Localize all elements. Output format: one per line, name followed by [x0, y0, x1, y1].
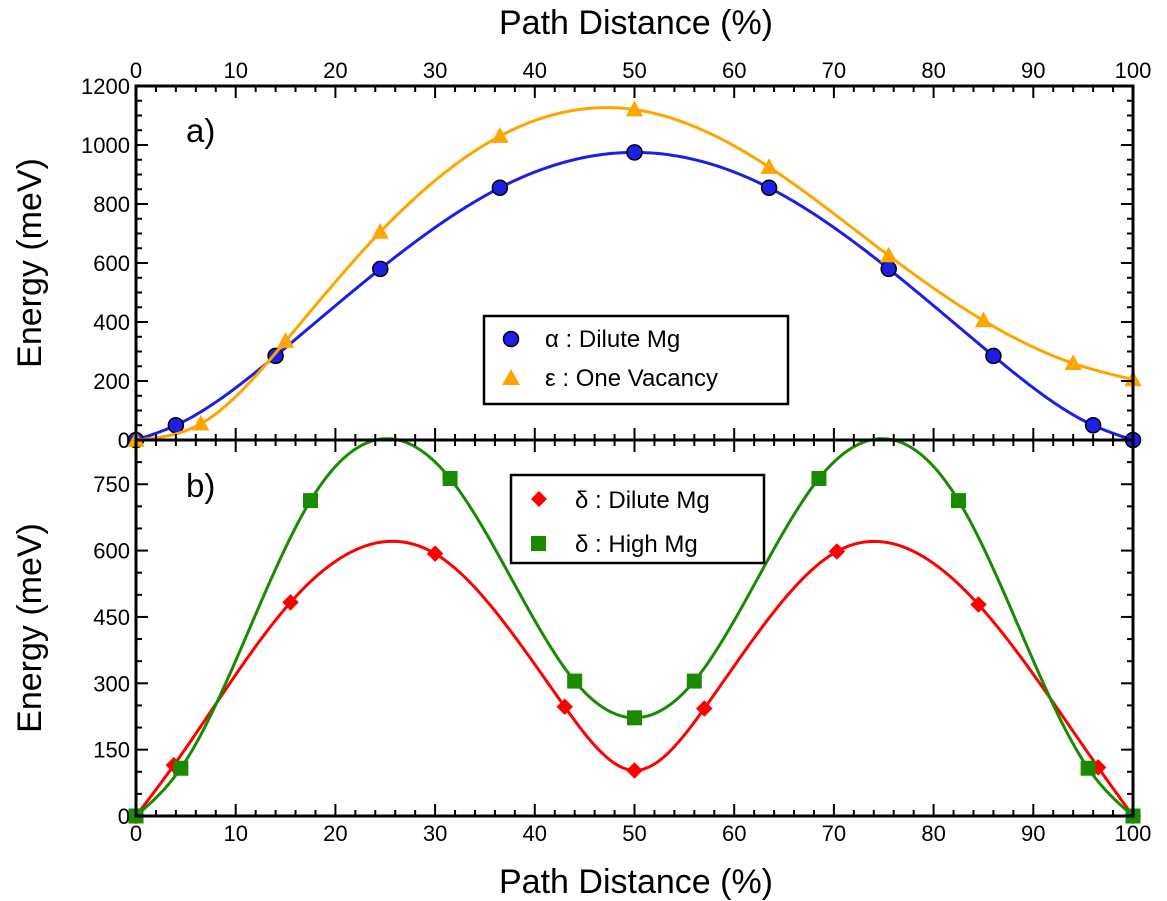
x-tick-label-top: 80 [921, 58, 945, 83]
panel-a-legend-entry-alpha: α : Dilute Mg [545, 326, 680, 353]
y-tick-label: 300 [93, 671, 130, 696]
series-a0-point [880, 260, 897, 278]
series-b0-point [696, 700, 713, 717]
panel-a-ticks: 0 10 20 30 40 50 60 70 80 90 100020040060080010001… [81, 58, 1151, 453]
y-tick-label: 0 [118, 428, 130, 453]
panel-a-label: a) [186, 112, 215, 149]
panel-a: 0 10 20 30 40 50 60 70 80 90 100020040060080010001… [11, 58, 1151, 453]
series-a0-point [626, 144, 643, 161]
series-a0-point [491, 179, 509, 197]
x-tick-label-top: 10 [223, 58, 247, 83]
series-b0-point [828, 543, 846, 560]
x-tick-label-top: 50 [622, 58, 646, 83]
y-tick-label: 750 [93, 472, 130, 497]
series-a0-point [372, 260, 389, 278]
y-tick-label: 1200 [81, 74, 130, 99]
y-tick-label: 0 [118, 804, 130, 829]
panel-b-label: b) [186, 467, 215, 504]
y-tick-label: 450 [93, 605, 130, 630]
series-b1-point [173, 760, 189, 776]
series-b1-point [302, 493, 318, 509]
panel-b-ticks: 0 10 20 30 40 50 60 70 80 90 100 0 150 300 450 600 750 [93, 439, 1152, 846]
series-a1-point [1064, 354, 1082, 371]
series-a1-point [760, 158, 778, 174]
x-tick-label-top: 70 [822, 58, 846, 83]
x-tick-label: 100 [1115, 821, 1152, 846]
x-tick-label: 50 [622, 821, 646, 846]
series-b1-point [442, 470, 458, 486]
x-tick-label-top: 60 [722, 58, 746, 83]
series-a1-point [192, 414, 210, 431]
x-tick-label: 80 [921, 821, 945, 846]
series-b1-point [811, 470, 827, 486]
series-b1-point [627, 710, 642, 726]
series-a1-point [371, 223, 389, 239]
series-b1-point [567, 673, 583, 689]
panel-b-ylabel: Energy (meV) [11, 523, 49, 733]
x-tick-label: 70 [822, 821, 846, 846]
y-tick-label: 1000 [81, 133, 130, 158]
series-a0-point [167, 417, 185, 434]
y-tick-label: 200 [93, 369, 130, 394]
series-a1-point [625, 100, 644, 117]
y-tick-label: 400 [93, 310, 130, 335]
panel-b-legend: δ : Dilute Mg δ : High Mg [509, 473, 766, 565]
y-tick-label: 600 [93, 539, 130, 564]
panel-b: 0 10 20 30 40 50 60 70 80 90 100 0 150 300 450 600 750 b… [11, 437, 1152, 846]
x-tick-label-top: 30 [423, 58, 447, 83]
x-tick-label: 0 [130, 821, 142, 846]
x-tick-label-top: 90 [1021, 58, 1045, 83]
series-b0-point [556, 698, 573, 715]
panel-a-legend-triangle-marker-icon [502, 369, 520, 385]
y-tick-label: 800 [93, 192, 130, 217]
x-tick-label-top: 40 [523, 58, 547, 83]
y-tick-label: 600 [93, 251, 130, 276]
panel-a-legend: α : Dilute Mg ε : One Vacancy [482, 314, 790, 406]
y-tick-label: 150 [93, 738, 130, 763]
panel-b-series-layer [127, 437, 1142, 825]
panel-b-legend-entry-dilute: δ : Dilute Mg [575, 487, 710, 514]
x-tick-label: 90 [1021, 821, 1045, 846]
x-tick-label: 20 [323, 821, 347, 846]
x-tick-label-top: 100 [1115, 58, 1152, 83]
panel-a-legend-circle-marker-icon [502, 330, 520, 348]
x-tick-label: 40 [523, 821, 547, 846]
series-a1-point [880, 246, 898, 263]
panel-a-ylabel: Energy (meV) [11, 158, 49, 368]
top-axis-label: Path Distance (%) [499, 4, 773, 42]
x-tick-label-top: 0 [130, 58, 142, 83]
panel-b-legend-box [509, 473, 766, 565]
series-a0-point [760, 179, 778, 197]
series-b0-point [426, 545, 444, 562]
series-a0-point [985, 347, 1002, 365]
series-b1-point [1080, 760, 1096, 776]
panel-b-legend-diamond-marker-icon [531, 491, 547, 507]
x-tick-label-top: 20 [323, 58, 347, 83]
x-tick-label: 30 [423, 821, 447, 846]
x-tick-label: 60 [722, 821, 746, 846]
panel-a-series-layer [127, 100, 1142, 449]
series-b0-point [626, 762, 643, 779]
series-a1-point [491, 127, 509, 143]
series-a1-point [974, 311, 993, 328]
series-b0-point [970, 596, 987, 613]
series-a1-point [276, 332, 295, 348]
panel-a-legend-entry-epsilon: ε : One Vacancy [545, 365, 718, 392]
series-b0-point [282, 594, 299, 611]
series-b1-point [686, 673, 702, 689]
panel-b-legend-square-marker-icon [531, 536, 546, 551]
bottom-axis-label: Path Distance (%) [499, 863, 773, 901]
series-a0-point [1084, 417, 1102, 434]
series-b1-point [951, 493, 967, 509]
panel-b-legend-entry-high: δ : High Mg [575, 531, 698, 558]
panel-a-legend-box [482, 314, 790, 406]
x-tick-label: 10 [223, 821, 247, 846]
